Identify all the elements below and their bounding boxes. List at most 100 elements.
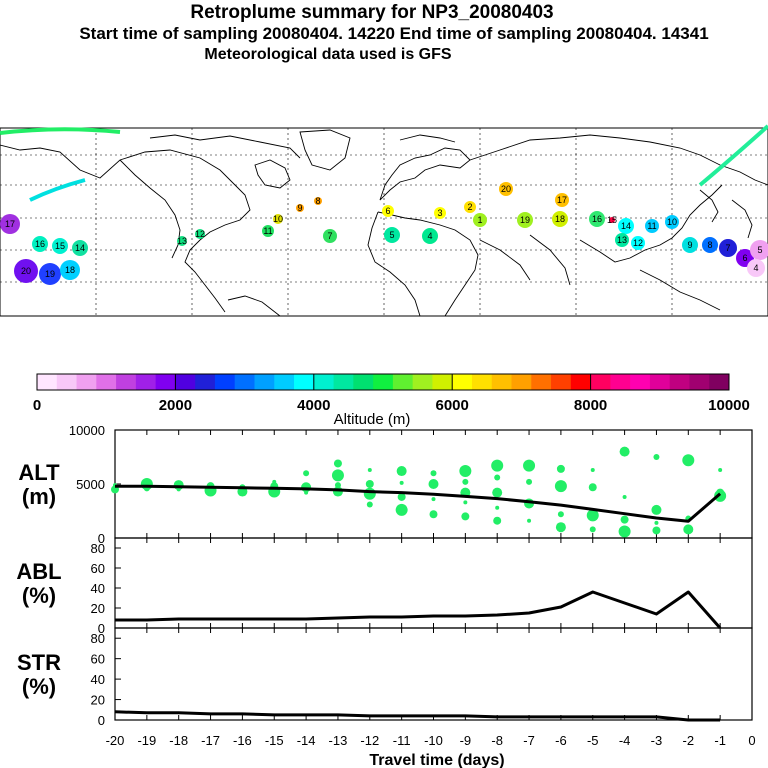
y-axis-label: ABL(%) <box>16 559 61 608</box>
x-tick-label: -1 <box>714 733 726 748</box>
colorbar-swatch <box>353 374 374 390</box>
colorbar-swatch <box>491 374 513 390</box>
colorbar-swatch <box>669 374 690 390</box>
map-plume-marker: 8 <box>314 196 322 206</box>
y-tick-label: 5000 <box>76 477 105 492</box>
scatter-point <box>395 503 408 516</box>
colorbar-tick-label: 8000 <box>574 397 607 414</box>
colorbar-swatch <box>610 374 631 390</box>
scatter-point <box>556 464 565 473</box>
map-plume-marker: 15 <box>607 215 617 225</box>
scatter-point <box>495 505 500 510</box>
scatter-point <box>304 490 309 495</box>
scatter-point <box>493 516 502 525</box>
scatter-point <box>334 482 341 489</box>
sampling-times: Start time of sampling 20080404. 14220 E… <box>79 24 709 43</box>
map-plume-marker: 9 <box>682 237 698 253</box>
colorbar-swatch <box>135 374 157 390</box>
panel-abl: 80 60 40 20 0 ABL(%) <box>16 537 753 636</box>
scatter-point <box>176 487 181 492</box>
plume-track-north <box>0 127 121 135</box>
y-axis-label: ALT(m) <box>18 460 60 509</box>
svg-text:17: 17 <box>5 219 15 229</box>
x-tick-label: -19 <box>137 733 156 748</box>
x-tick-label: 0 <box>748 733 755 748</box>
svg-text:STR: STR <box>17 650 61 675</box>
y-tick-label: 20 <box>91 693 105 708</box>
colorbar-swatch <box>313 374 335 390</box>
scatter-point <box>652 526 661 535</box>
colorbar-tick-label: 2000 <box>159 397 192 414</box>
scatter-point <box>494 474 501 481</box>
svg-text:13: 13 <box>617 235 627 245</box>
svg-text:20: 20 <box>21 266 31 276</box>
y-tick-label: 80 <box>91 631 105 646</box>
svg-text:16: 16 <box>592 214 602 224</box>
colorbar-swatch <box>96 374 117 390</box>
svg-text:9: 9 <box>297 203 302 213</box>
map-plume-marker: 18 <box>60 260 80 280</box>
x-tick-label: -10 <box>424 733 443 748</box>
svg-text:8: 8 <box>707 240 712 250</box>
series-line-altitude <box>115 484 722 523</box>
y-tick-label: 80 <box>91 541 105 556</box>
scatter-point <box>430 470 437 477</box>
plume-track-pacific <box>29 178 86 202</box>
map-plume-marker: 1 <box>473 213 487 227</box>
scatter-point <box>554 480 567 493</box>
svg-text:11: 11 <box>647 221 656 231</box>
x-tick-label: -9 <box>460 733 472 748</box>
colorbar-title: Altitude (m) <box>334 411 411 428</box>
svg-text:16: 16 <box>35 239 45 249</box>
svg-text:6: 6 <box>385 206 390 216</box>
scatter-point <box>555 522 566 533</box>
colorbar-tick-label: 4000 <box>297 397 330 414</box>
colorbar-swatch <box>254 374 275 390</box>
map-plume-marker: 16 <box>32 236 48 252</box>
scatter-point <box>363 487 376 500</box>
y-tick-label: 10000 <box>69 423 105 438</box>
svg-text:13: 13 <box>177 236 187 246</box>
map-plume-marker: 13 <box>615 233 629 247</box>
scatter-point <box>303 470 310 477</box>
scatter-point <box>396 466 407 477</box>
map-plume-marker: 16 <box>589 211 605 227</box>
map-plume-marker: 10 <box>665 215 679 229</box>
x-axis-label: Travel time (days) <box>369 752 504 768</box>
map-plume-marker: 4 <box>747 259 765 277</box>
scatter-point <box>588 483 597 492</box>
svg-text:8: 8 <box>315 196 320 206</box>
x-tick-label: -3 <box>651 733 663 748</box>
colorbar-swatch <box>195 374 216 390</box>
panel-altitude: 10000 5000 0 ALT(m) <box>18 423 753 546</box>
scatter-point <box>714 489 727 502</box>
colorbar-swatch <box>689 374 710 390</box>
colorbar-swatch <box>175 374 196 390</box>
colorbar-swatch <box>630 374 651 390</box>
scatter-point <box>651 504 662 515</box>
svg-text:(%): (%) <box>22 583 56 608</box>
colorbar-swatch <box>373 374 394 390</box>
colorbar-tick-label: 0 <box>33 397 41 414</box>
colorbar-swatch <box>432 374 453 390</box>
svg-text:3: 3 <box>437 208 442 218</box>
met-data-note: Meteorological data used is GFS <box>204 46 452 63</box>
scatter-point <box>366 501 373 508</box>
map-plume-marker: 11 <box>262 225 274 237</box>
x-tick-label: -6 <box>555 733 567 748</box>
plume-track-asia <box>698 124 768 187</box>
map-plume-marker: 8 <box>702 237 718 253</box>
x-tick-label: -13 <box>329 733 348 748</box>
scatter-point <box>523 459 536 472</box>
scatter-point <box>431 497 436 502</box>
colorbar-swatch <box>649 374 671 390</box>
map-plume-marker: 20 <box>499 182 513 196</box>
svg-text:5: 5 <box>757 245 762 255</box>
y-axis-label: STR(%) <box>17 650 61 699</box>
svg-text:19: 19 <box>45 269 55 279</box>
map-plume-marker: 20 <box>14 259 38 283</box>
altitude-colorbar: 0 2000 4000 6000 8000 10000 Altitude (m) <box>33 373 750 428</box>
colorbar-tick-label: 6000 <box>436 397 469 414</box>
map-plume-marker: 4 <box>422 228 438 244</box>
svg-text:17: 17 <box>557 195 567 205</box>
